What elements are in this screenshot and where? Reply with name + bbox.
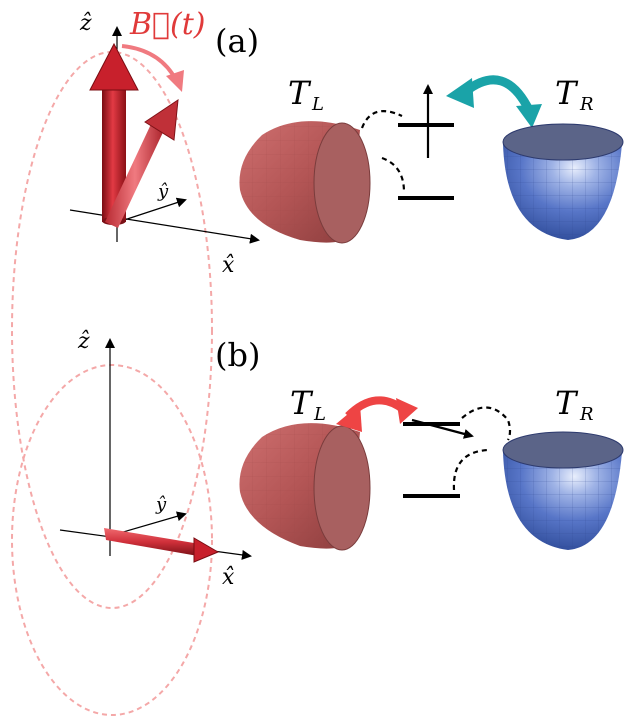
- panel-a-label: (a): [215, 22, 259, 60]
- axis-x-label-b: x̂: [222, 565, 235, 590]
- axis-y-label-b: ŷ: [155, 494, 167, 515]
- panel-b-label: (b): [215, 336, 260, 374]
- spin-horizontal-arrow: [411, 418, 474, 439]
- axis-y-label: ŷ: [157, 181, 169, 202]
- left-reservoir-T: T: [288, 74, 312, 112]
- precession-orbit-b: [11, 364, 213, 716]
- rotation-arrowhead: [166, 70, 184, 92]
- x-axis: [69, 209, 260, 244]
- axis-z-label-b: ẑ: [77, 329, 90, 354]
- panel-b: ẑ ŷ x̂ (b) T L T: [11, 329, 624, 716]
- tunnel-path-upper: [360, 110, 403, 129]
- tunnel-path-lower: [381, 156, 406, 193]
- field-label: B⃗(t): [129, 7, 206, 42]
- left-reservoir-b: [239, 423, 371, 551]
- right-reservoir: [502, 123, 624, 240]
- coupling-arrowhead-left-b: [336, 404, 362, 432]
- right-reservoir-T: T: [555, 74, 579, 112]
- left-reservoir-sub-b: L: [313, 404, 326, 425]
- axis-x-label: x̂: [222, 253, 235, 278]
- right-reservoir-T-b: T: [555, 384, 579, 422]
- right-reservoir-b: [502, 431, 624, 550]
- coupling-arrowhead-right-b: [396, 398, 418, 424]
- right-reservoir-sub-b: R: [579, 404, 594, 425]
- left-reservoir: [239, 121, 371, 244]
- tunnel-path-upper-b: [461, 406, 512, 441]
- tunnel-path-lower-b: [452, 448, 489, 491]
- left-reservoir-sub: L: [311, 94, 324, 115]
- coupling-arrowhead-left: [446, 78, 474, 108]
- left-reservoir-T-b: T: [290, 384, 314, 422]
- coupling-arrow: [462, 75, 535, 115]
- field-arrow-tilted: [105, 98, 179, 228]
- field-arrow-horizontal: [104, 528, 220, 563]
- axis-z-label: ẑ: [79, 11, 92, 36]
- right-reservoir-sub: R: [579, 94, 594, 115]
- panel-a: ẑ ŷ x̂ B⃗(t) (a) T L: [11, 7, 624, 609]
- coupling-arrowhead-right: [516, 104, 542, 128]
